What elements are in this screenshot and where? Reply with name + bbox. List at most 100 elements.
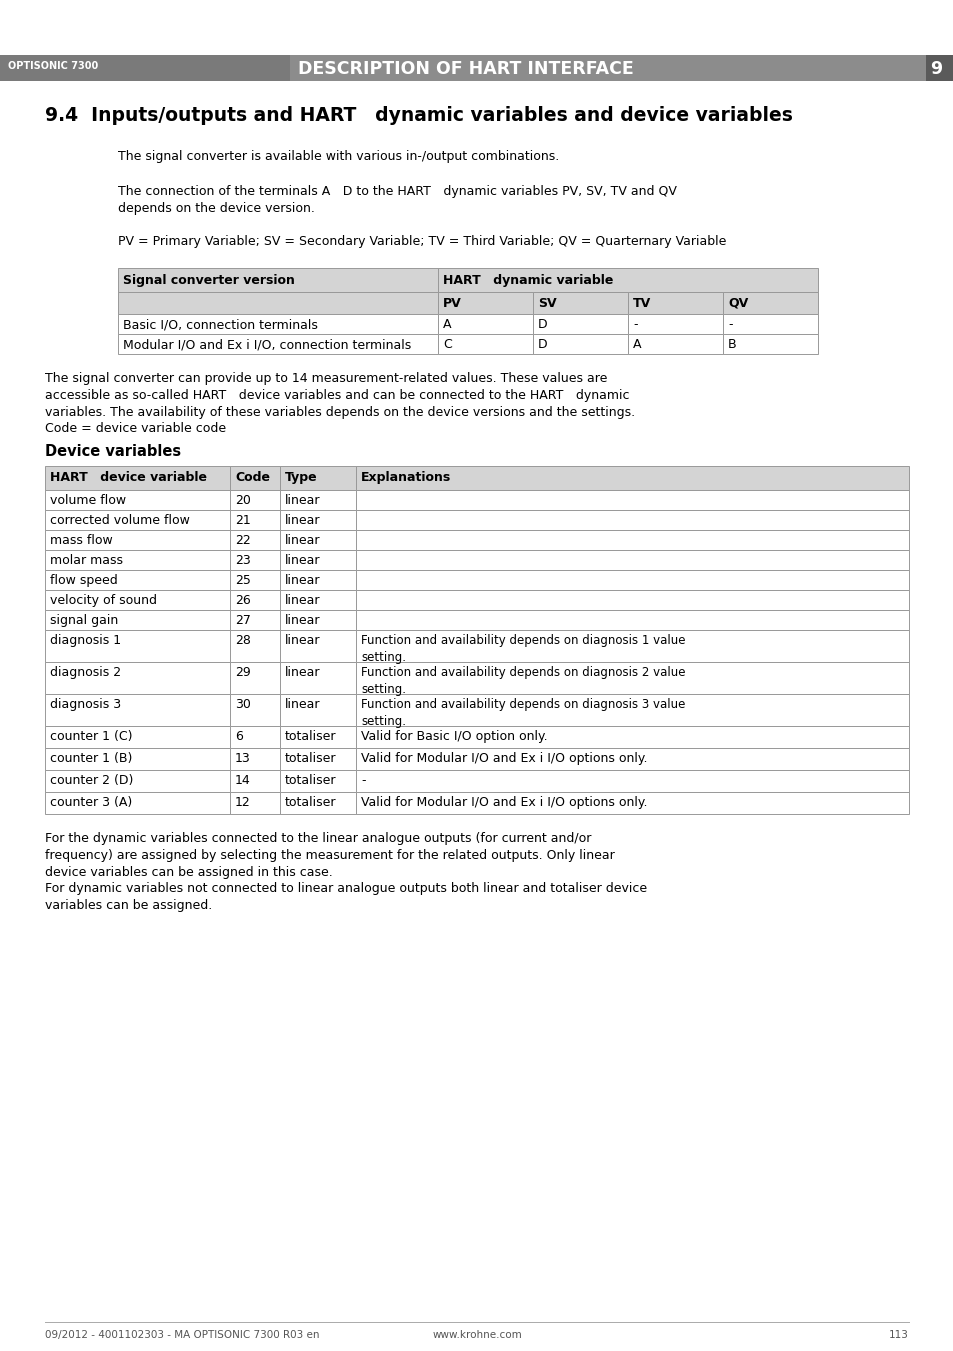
Bar xyxy=(230,792,280,815)
Text: HART device variable: HART device variable xyxy=(50,471,207,484)
Bar xyxy=(533,334,627,354)
Bar xyxy=(437,313,533,334)
Text: diagnosis 1: diagnosis 1 xyxy=(50,634,121,647)
Bar xyxy=(280,694,355,725)
Bar xyxy=(45,509,230,530)
Text: OPTISONIC 7300: OPTISONIC 7300 xyxy=(8,61,98,72)
Bar xyxy=(355,770,908,792)
Text: For the dynamic variables connected to the linear analogue outputs (for current : For the dynamic variables connected to t… xyxy=(45,832,614,880)
Text: DESCRIPTION OF HART INTERFACE: DESCRIPTION OF HART INTERFACE xyxy=(297,59,633,78)
Text: D: D xyxy=(537,338,547,351)
Bar xyxy=(355,725,908,748)
Text: Code = device variable code: Code = device variable code xyxy=(45,422,226,435)
Bar xyxy=(230,630,280,662)
Text: 21: 21 xyxy=(234,513,251,527)
Bar xyxy=(355,570,908,590)
Bar xyxy=(355,611,908,630)
Bar xyxy=(355,630,908,662)
Text: 27: 27 xyxy=(234,613,251,627)
Bar xyxy=(230,466,280,490)
Bar xyxy=(45,570,230,590)
Bar xyxy=(230,530,280,550)
Text: Valid for Modular I/O and Ex i I/O options only.: Valid for Modular I/O and Ex i I/O optio… xyxy=(360,796,647,809)
Text: diagnosis 3: diagnosis 3 xyxy=(50,698,121,711)
Bar xyxy=(355,490,908,509)
Text: linear: linear xyxy=(285,574,320,586)
Text: 9: 9 xyxy=(929,59,942,78)
Text: Function and availability depends on diagnosis 2 value
setting.: Function and availability depends on dia… xyxy=(360,666,685,696)
Bar xyxy=(722,313,817,334)
Text: B: B xyxy=(727,338,736,351)
Text: Code: Code xyxy=(234,471,270,484)
Bar xyxy=(280,466,355,490)
Text: Function and availability depends on diagnosis 3 value
setting.: Function and availability depends on dia… xyxy=(360,698,684,728)
Text: linear: linear xyxy=(285,613,320,627)
Text: Valid for Modular I/O and Ex i I/O options only.: Valid for Modular I/O and Ex i I/O optio… xyxy=(360,753,647,765)
Bar xyxy=(627,313,722,334)
Bar xyxy=(355,662,908,694)
Text: 23: 23 xyxy=(234,554,251,567)
Bar xyxy=(280,550,355,570)
Text: counter 2 (D): counter 2 (D) xyxy=(50,774,133,788)
Bar xyxy=(45,748,230,770)
Text: linear: linear xyxy=(285,494,320,507)
Text: 25: 25 xyxy=(234,574,251,586)
Text: linear: linear xyxy=(285,634,320,647)
Text: www.krohne.com: www.krohne.com xyxy=(432,1329,521,1340)
Text: PV: PV xyxy=(442,297,461,309)
Text: 29: 29 xyxy=(234,666,251,680)
Bar xyxy=(45,630,230,662)
Bar xyxy=(355,466,908,490)
Bar xyxy=(627,292,722,313)
Text: 9.4  Inputs/outputs and HART dynamic variables and device variables: 9.4 Inputs/outputs and HART dynamic vari… xyxy=(45,105,792,126)
Text: 22: 22 xyxy=(234,534,251,547)
Bar xyxy=(118,292,437,313)
Text: totaliser: totaliser xyxy=(285,730,336,743)
Text: PV = Primary Variable; SV = Secondary Variable; TV = Third Variable; QV = Quarte: PV = Primary Variable; SV = Secondary Va… xyxy=(118,235,725,249)
Text: volume flow: volume flow xyxy=(50,494,126,507)
Bar xyxy=(280,490,355,509)
Text: Signal converter version: Signal converter version xyxy=(123,274,294,286)
Text: TV: TV xyxy=(633,297,651,309)
Bar xyxy=(230,490,280,509)
Bar xyxy=(230,509,280,530)
Text: corrected volume flow: corrected volume flow xyxy=(50,513,190,527)
Text: QV: QV xyxy=(727,297,747,309)
Text: A: A xyxy=(442,317,451,331)
Text: Type: Type xyxy=(285,471,317,484)
Bar xyxy=(118,334,437,354)
Text: Device variables: Device variables xyxy=(45,444,181,459)
Bar xyxy=(280,725,355,748)
Bar xyxy=(230,770,280,792)
Text: flow speed: flow speed xyxy=(50,574,117,586)
Bar xyxy=(355,509,908,530)
Bar xyxy=(45,725,230,748)
Text: 28: 28 xyxy=(234,634,251,647)
Bar xyxy=(355,590,908,611)
Bar xyxy=(280,570,355,590)
Text: SV: SV xyxy=(537,297,556,309)
Text: diagnosis 2: diagnosis 2 xyxy=(50,666,121,680)
Text: Basic I/O, connection terminals: Basic I/O, connection terminals xyxy=(123,317,317,331)
Bar xyxy=(45,590,230,611)
Bar xyxy=(355,694,908,725)
Text: The signal converter can provide up to 14 measurement-related values. These valu: The signal converter can provide up to 1… xyxy=(45,372,635,419)
Text: counter 1 (B): counter 1 (B) xyxy=(50,753,132,765)
Text: 14: 14 xyxy=(234,774,251,788)
Bar xyxy=(280,590,355,611)
Text: linear: linear xyxy=(285,666,320,680)
Text: 30: 30 xyxy=(234,698,251,711)
Bar xyxy=(230,590,280,611)
Text: Modular I/O and Ex i I/O, connection terminals: Modular I/O and Ex i I/O, connection ter… xyxy=(123,338,411,351)
Text: totaliser: totaliser xyxy=(285,796,336,809)
Bar xyxy=(533,313,627,334)
Text: The signal converter is available with various in-/output combinations.: The signal converter is available with v… xyxy=(118,150,558,163)
Bar xyxy=(627,334,722,354)
Text: 12: 12 xyxy=(234,796,251,809)
Bar xyxy=(45,662,230,694)
Bar xyxy=(355,530,908,550)
Text: linear: linear xyxy=(285,594,320,607)
Bar xyxy=(280,611,355,630)
Bar xyxy=(230,550,280,570)
Text: D: D xyxy=(537,317,547,331)
